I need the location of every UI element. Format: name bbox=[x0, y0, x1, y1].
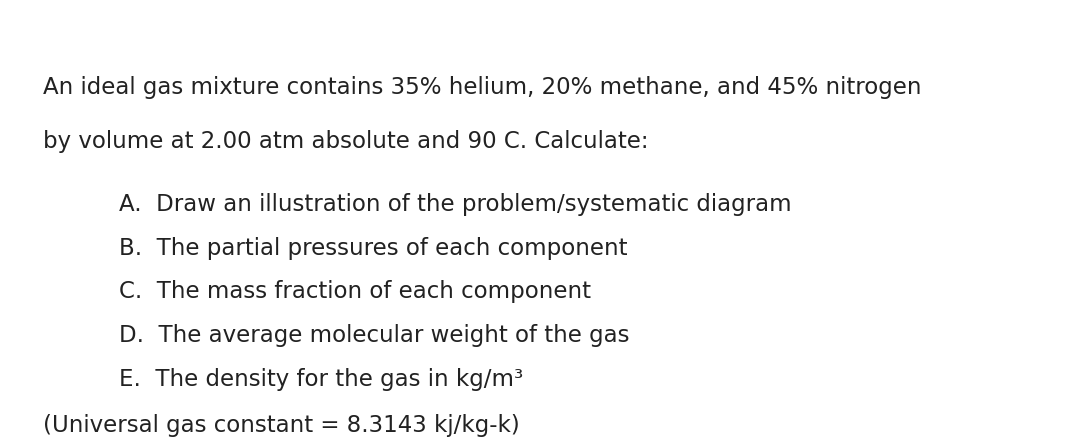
Text: E.  The density for the gas in kg/m³: E. The density for the gas in kg/m³ bbox=[119, 368, 523, 391]
Text: D.  The average molecular weight of the gas: D. The average molecular weight of the g… bbox=[119, 324, 630, 347]
Text: (Universal gas constant = 8.3143 kj/kg-k): (Universal gas constant = 8.3143 kj/kg-k… bbox=[43, 414, 519, 437]
Text: B.  The partial pressures of each component: B. The partial pressures of each compone… bbox=[119, 237, 627, 259]
Text: A.  Draw an illustration of the problem/systematic diagram: A. Draw an illustration of the problem/s… bbox=[119, 193, 792, 215]
Text: An ideal gas mixture contains 35% helium, 20% methane, and 45% nitrogen: An ideal gas mixture contains 35% helium… bbox=[43, 76, 921, 99]
Text: by volume at 2.00 atm absolute and 90 C. Calculate:: by volume at 2.00 atm absolute and 90 C.… bbox=[43, 130, 649, 153]
Text: C.  The mass fraction of each component: C. The mass fraction of each component bbox=[119, 280, 591, 303]
